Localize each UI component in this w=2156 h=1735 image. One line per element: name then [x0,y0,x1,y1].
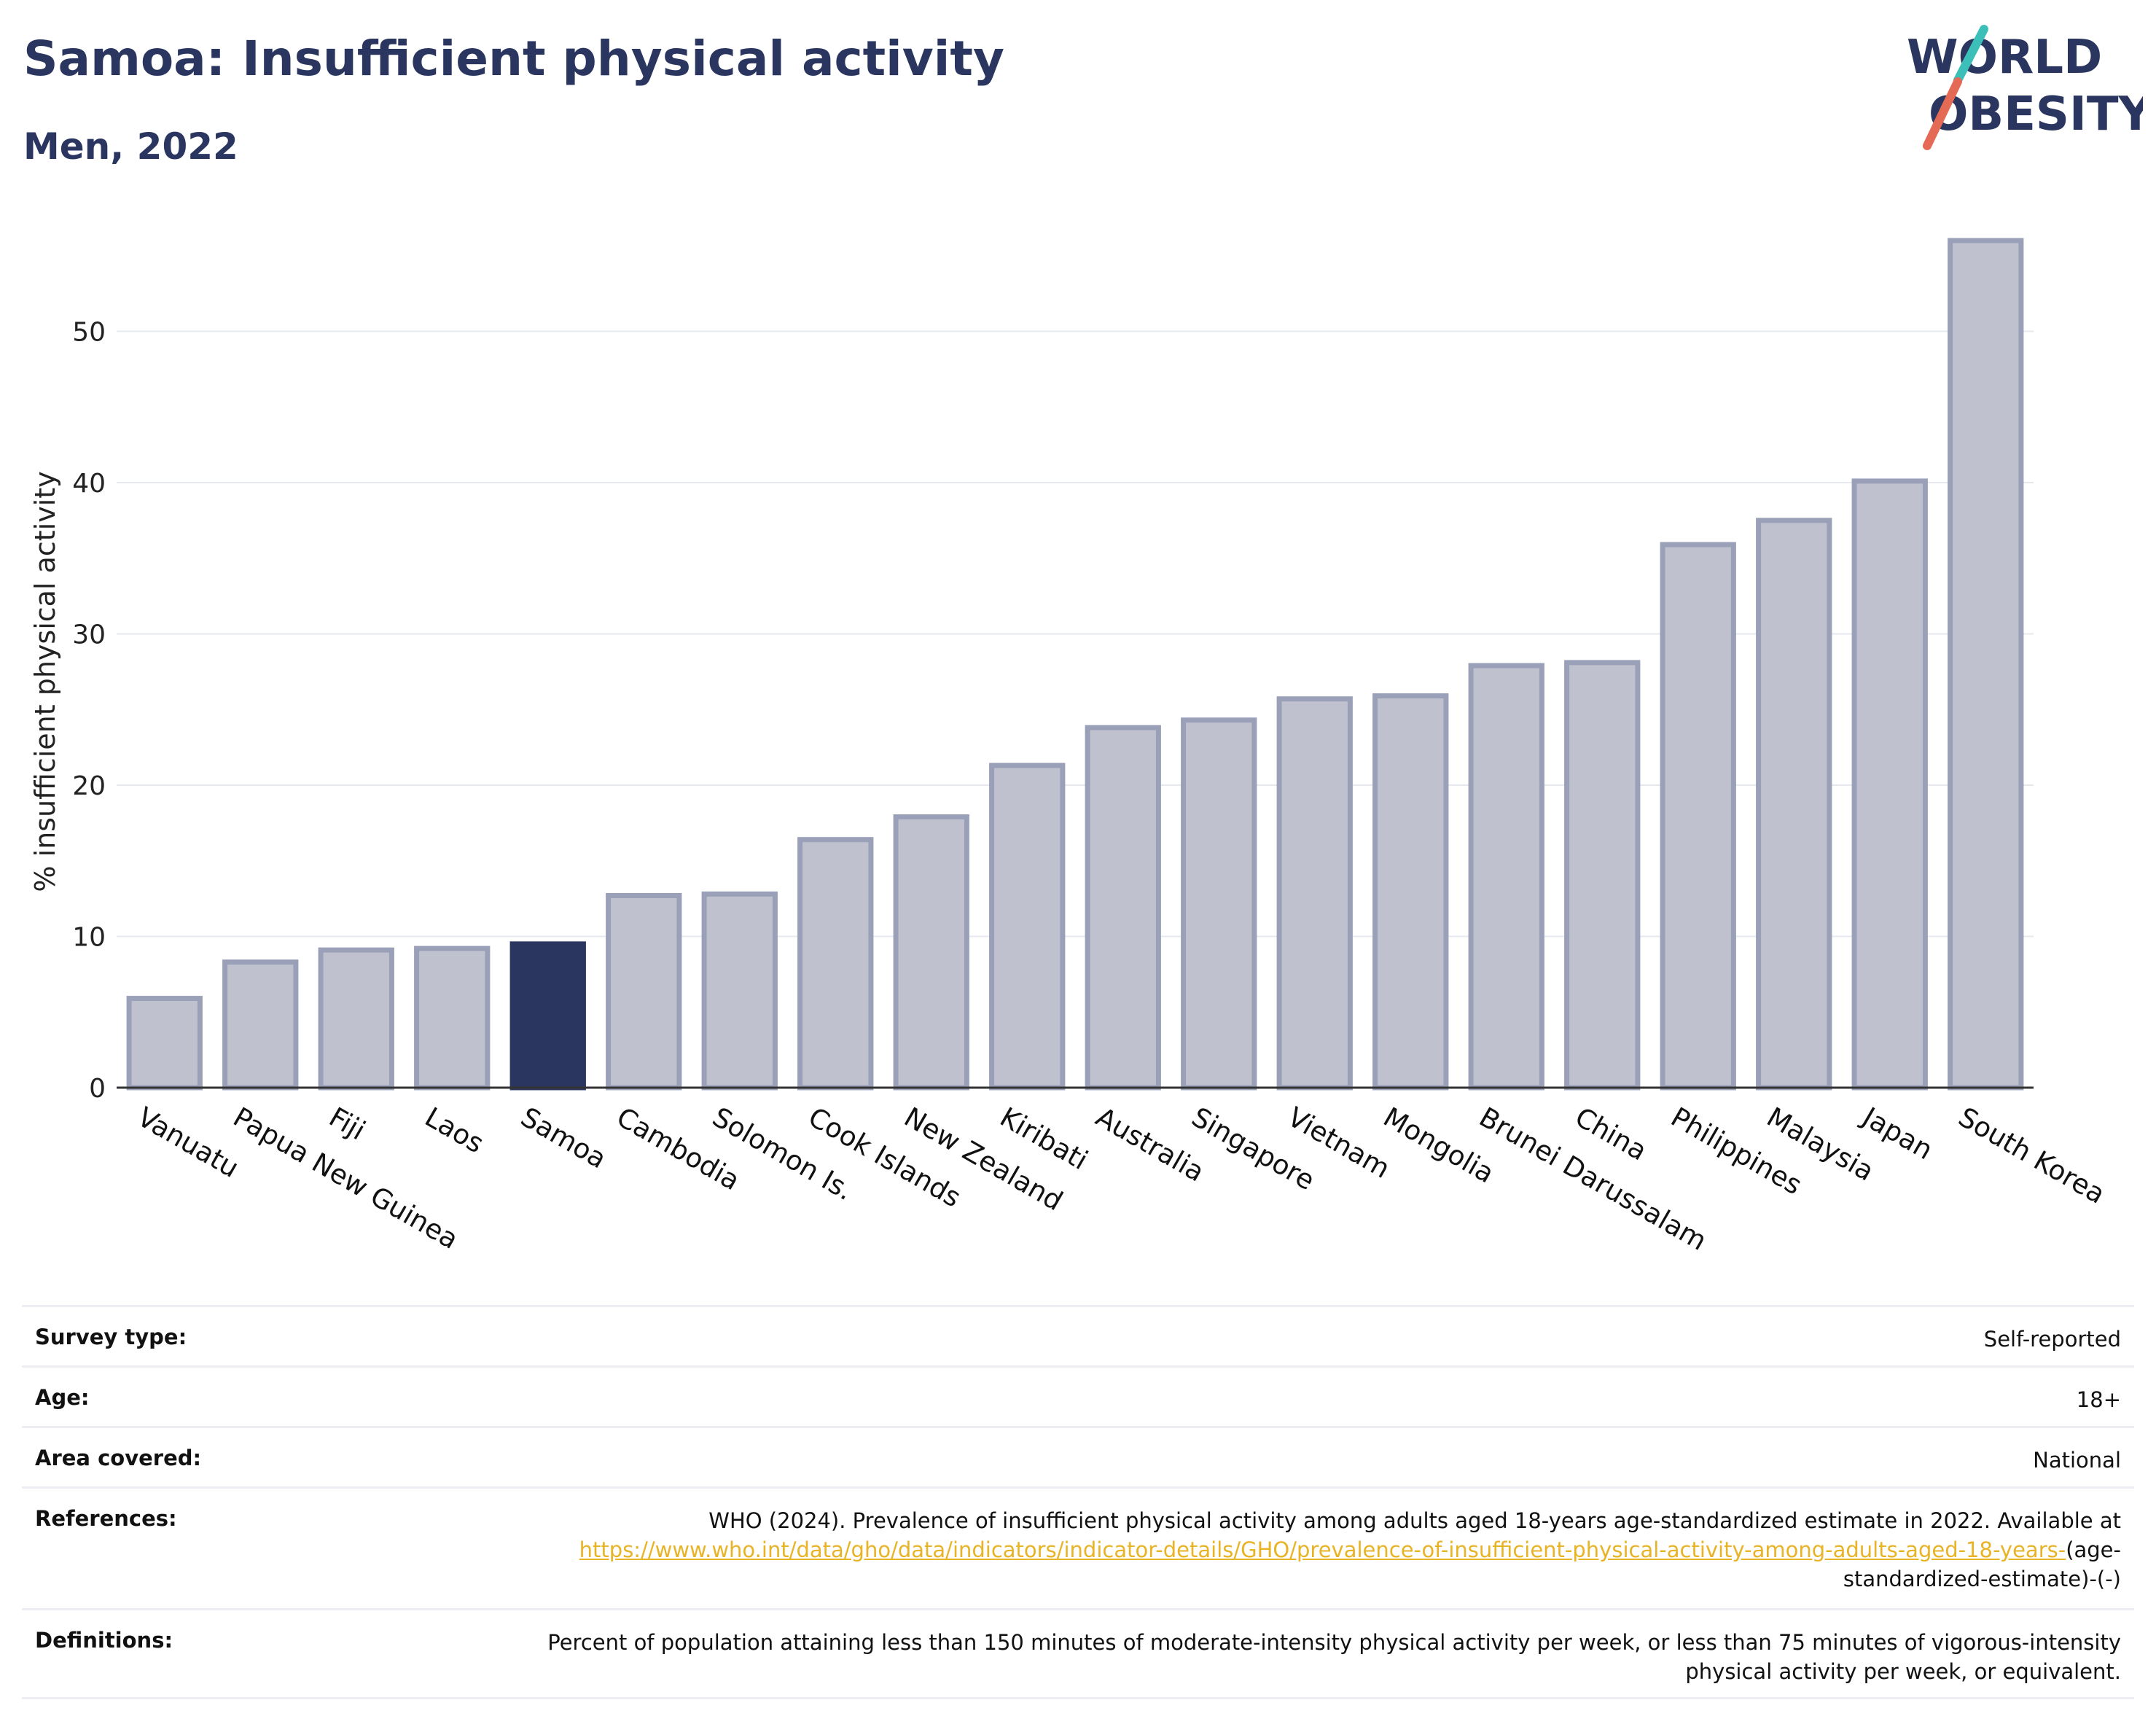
survey-type-label: Survey type: [35,1325,187,1349]
references-suffix: (age-standardized-estimate)-(-) [1843,1537,2121,1591]
references-value: WHO (2024). Prevalence of insufficient p… [474,1506,2121,1592]
x-tick-label: Samoa [515,1102,612,1175]
x-tick-label: Laos [420,1102,489,1160]
x-tick-label: New Zealand [899,1102,1068,1217]
bar-papua-new-guinea [222,959,299,1091]
info-row-definitions: Definitions: Percent of population attai… [22,1608,2134,1699]
grid-lines [117,330,2034,937]
world-obesity-logo: WORLD OBESITY [1907,25,2143,150]
definitions-value: Percent of population attaining less tha… [547,1630,2121,1684]
area-value: National [2033,1448,2121,1473]
bar-vanuatu [126,996,203,1091]
info-row-references: References: WHO (2024). Prevalence of in… [22,1486,2134,1608]
bar-vietnam [1276,696,1353,1091]
y-tick-label: 20 [72,771,106,801]
bar-malaysia [1756,518,1832,1091]
svg-text:OBESITY: OBESITY [1929,87,2143,141]
bar-japan [1851,478,1928,1091]
bar-laos [414,946,491,1091]
info-row-age: Age: 18+ [22,1365,2134,1426]
chart-subtitle: Men, 2022 [23,125,238,168]
y-tick-label: 10 [72,923,106,953]
bar-china [1564,660,1641,1091]
svg-text:WORLD: WORLD [1907,31,2102,85]
bar-solomon-is- [701,891,778,1091]
references-text: WHO (2024). Prevalence of insufficient p… [708,1508,2121,1533]
survey-type-value: Self-reported [1983,1327,2121,1352]
age-value: 18+ [2076,1387,2121,1412]
y-tick-label: 50 [72,318,106,348]
bar-philippines [1660,542,1736,1091]
bar-samoa [509,941,586,1091]
bar-new-zealand [893,814,969,1091]
bars [126,238,2024,1091]
y-axis-ticks: 0 10 20 30 40 50 [72,318,106,1104]
y-tick-label: 0 [89,1074,106,1104]
bar-australia [1085,725,1161,1091]
age-label: Age: [35,1385,90,1410]
info-row-area: Area covered: National [22,1426,2134,1486]
x-tick-label: South Korea [1953,1102,2111,1210]
bar-singapore [1181,717,1257,1091]
bar-cook-islands [797,837,874,1091]
definitions-label: Definitions: [35,1628,173,1653]
bar-kiribati [989,763,1066,1091]
y-tick-label: 30 [72,620,106,650]
info-table: Survey type: Self-reported Age: 18+ Area… [22,1305,2134,1699]
y-tick-label: 40 [72,469,106,499]
bar-fiji [318,947,394,1091]
references-label: References: [35,1506,177,1531]
chart-title: Samoa: Insufficient physical activity [23,31,1005,87]
area-label: Area covered: [35,1446,202,1470]
bar-brunei-darussalam [1468,663,1544,1091]
bar-cambodia [606,892,682,1091]
x-tick-label: Australia [1090,1102,1209,1188]
y-axis-label: % insufficient physical activity [29,471,61,892]
bar-south-korea [1948,238,2024,1091]
info-row-survey-type: Survey type: Self-reported [22,1305,2134,1365]
references-link[interactable]: https://www.who.int/data/gho/data/indica… [579,1537,2066,1562]
x-tick-label: Vanuatu [132,1102,244,1185]
bar-mongolia [1372,693,1449,1091]
x-tick-label: Fiji [324,1102,370,1147]
